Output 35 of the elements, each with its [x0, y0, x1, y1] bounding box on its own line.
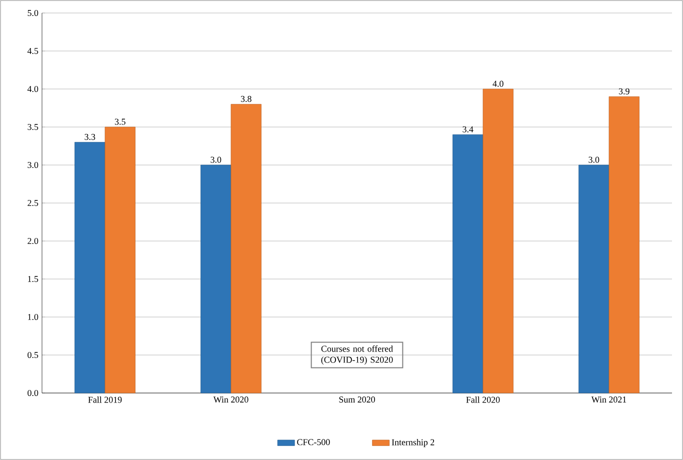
bar [230, 104, 262, 394]
data-label: 3.3 [84, 134, 96, 140]
annotation: Courses not offered (COVID-19) S2020 [321, 345, 393, 365]
data-label: 3.8 [240, 96, 252, 102]
x-tick-label: Win 2020 [213, 396, 248, 403]
bar [200, 164, 232, 394]
x-tick-label: Fall 2020 [466, 396, 500, 403]
bar [74, 142, 106, 394]
bar [104, 126, 136, 394]
y-tick-label: 4.5 [27, 48, 38, 54]
y-tick-label: 0.0 [28, 390, 38, 396]
data-label: 3.4 [462, 126, 474, 132]
x-tick-label: Fall 2019 [88, 396, 122, 403]
x-tick-label: Win 2021 [591, 396, 626, 403]
bar [482, 88, 514, 394]
data-label: 3.5 [114, 118, 126, 125]
y-tick-label: 5.0 [28, 10, 38, 16]
bar [608, 96, 640, 394]
legend-label: CFC-500 [297, 439, 330, 446]
y-tick-label: 3.0 [28, 162, 38, 168]
y-tick-label: 0.5 [28, 352, 38, 358]
data-label: 3.0 [588, 156, 600, 163]
y-tick-label: 3.5 [28, 124, 38, 130]
data-label: 3.9 [618, 88, 630, 94]
y-tick-label: 2.5 [28, 200, 38, 206]
x-tick-label: Sum 2020 [339, 396, 375, 403]
y-tick-label: 1.0 [28, 314, 38, 320]
y-tick-label: 1.5 [28, 276, 38, 282]
y-tick-label: 2.0 [28, 238, 38, 244]
y-tick-label: 4.0 [27, 86, 38, 92]
legend-label: Internship 2 [392, 438, 434, 448]
data-label: 3.0 [210, 156, 222, 163]
bar [452, 134, 484, 394]
data-label: 4.0 [492, 80, 504, 87]
bar [578, 164, 610, 394]
